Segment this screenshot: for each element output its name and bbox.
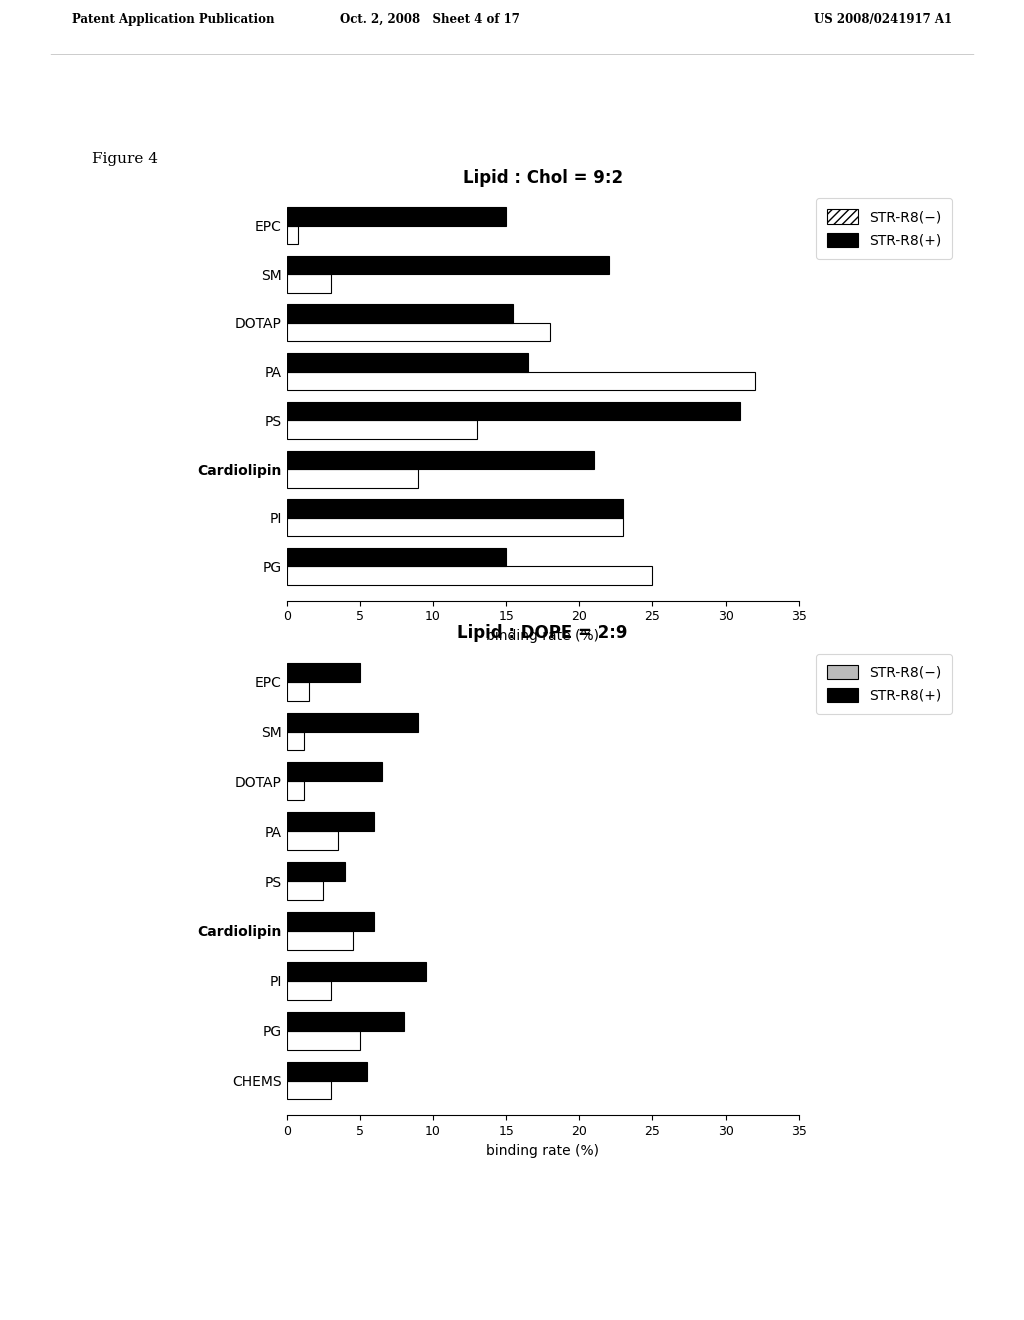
Bar [287, 207, 506, 226]
Bar [287, 931, 352, 950]
Bar [287, 781, 304, 800]
X-axis label: binding rate (%): binding rate (%) [486, 1143, 599, 1158]
Bar [287, 832, 338, 850]
Bar [287, 305, 513, 323]
Bar [287, 354, 528, 372]
Bar [287, 275, 331, 293]
Bar [287, 713, 419, 731]
Bar [287, 226, 298, 244]
Bar [287, 1031, 359, 1049]
Text: Patent Application Publication: Patent Application Publication [72, 13, 274, 26]
Bar [287, 420, 477, 438]
Bar [287, 663, 359, 681]
Bar [287, 731, 304, 751]
Bar [287, 812, 375, 832]
Bar [287, 912, 375, 931]
Bar [287, 469, 419, 487]
Bar [287, 566, 652, 585]
Title: Lipid : DOPE = 2:9: Lipid : DOPE = 2:9 [458, 624, 628, 643]
Text: US 2008/0241917 A1: US 2008/0241917 A1 [814, 13, 952, 26]
Bar [287, 981, 331, 999]
Bar [287, 1011, 403, 1031]
Bar [287, 499, 624, 517]
Bar [287, 548, 506, 566]
Legend: STR-R8(−), STR-R8(+): STR-R8(−), STR-R8(+) [816, 198, 952, 259]
Legend: STR-R8(−), STR-R8(+): STR-R8(−), STR-R8(+) [816, 653, 952, 714]
X-axis label: binding rate (%): binding rate (%) [486, 628, 599, 643]
Bar [287, 256, 608, 275]
Text: Figure 4: Figure 4 [92, 152, 158, 166]
Bar [287, 372, 755, 391]
Bar [287, 962, 426, 981]
Bar [287, 1061, 368, 1081]
Bar [287, 323, 550, 342]
Bar [287, 1081, 331, 1100]
Bar [287, 517, 624, 536]
Bar [287, 862, 345, 882]
Bar [287, 450, 594, 469]
Bar [287, 401, 740, 420]
Text: Oct. 2, 2008   Sheet 4 of 17: Oct. 2, 2008 Sheet 4 of 17 [340, 13, 520, 26]
Bar [287, 763, 382, 781]
Bar [287, 882, 324, 900]
Bar [287, 681, 308, 701]
Title: Lipid : Chol = 9:2: Lipid : Chol = 9:2 [463, 169, 623, 187]
